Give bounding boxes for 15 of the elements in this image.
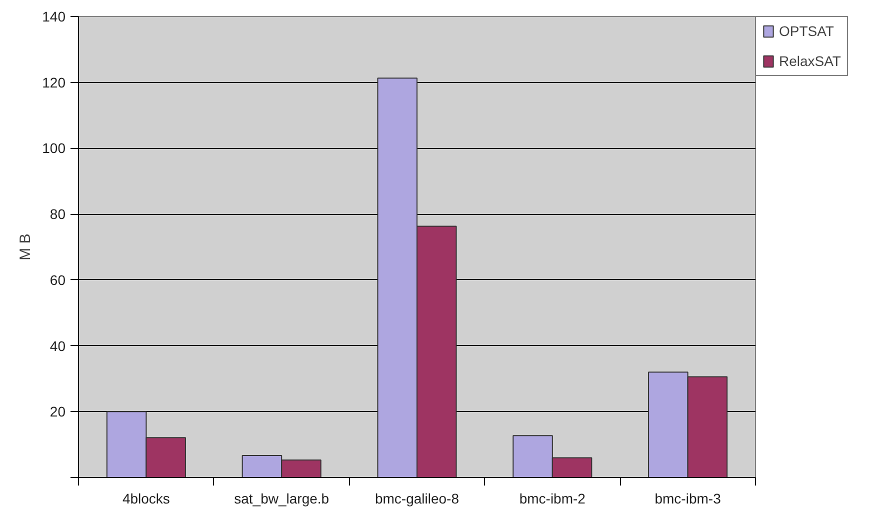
y-tick-label: 60 xyxy=(50,272,66,288)
y-tick-label: 120 xyxy=(42,74,66,90)
y-tick-label: 80 xyxy=(50,206,66,222)
legend-label: RelaxSAT xyxy=(779,53,841,69)
x-tick-label: bmc-ibm-2 xyxy=(519,490,586,506)
x-tick-label: 4blocks xyxy=(122,490,170,506)
y-tick-label: 100 xyxy=(42,140,66,156)
legend-label: OPTSAT xyxy=(779,23,834,39)
y-axis-title: M B xyxy=(17,234,34,260)
y-tick-label: 40 xyxy=(50,338,66,354)
x-tick-label: bmc-galileo-8 xyxy=(374,490,460,506)
x-tick-label: sat_bw_large.b xyxy=(234,490,330,506)
y-tick-label: 140 xyxy=(42,8,66,24)
x-tick-label: bmc-ibm-3 xyxy=(654,490,722,506)
y-tick-label: 20 xyxy=(50,404,66,420)
